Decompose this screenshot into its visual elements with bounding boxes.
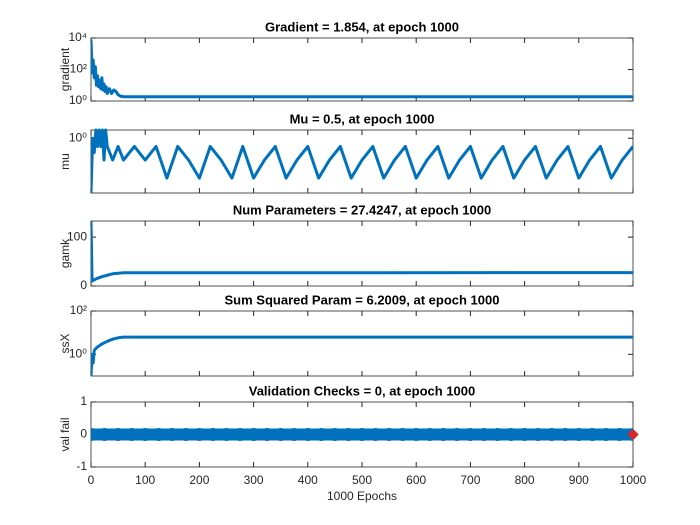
marker [423,428,437,441]
marker [504,428,518,441]
y-axis-label: gamk [58,238,72,268]
marker [627,428,639,441]
plot-area [91,335,633,377]
marker [220,428,233,441]
marker [247,428,261,441]
marker [355,428,369,441]
marker [558,428,572,441]
axes-box [90,37,634,102]
marker [152,428,166,441]
marker [125,428,139,441]
marker [409,428,423,441]
plot-area [91,220,633,283]
marker [287,428,301,441]
y-tick-label: 100 [67,229,87,243]
marker [301,428,315,441]
marker [477,428,491,441]
chart-title: Sum Squared Param = 6.2009, at epoch 100… [225,292,500,307]
marker [585,428,599,441]
data-line [91,220,633,283]
axes-box [90,220,634,287]
y-tick-label: 1 [80,394,87,408]
marker [518,428,532,441]
marker [138,428,152,441]
y-tick-label: 10² [70,303,87,317]
y-tick-label: 10⁴ [68,30,87,44]
marker [341,428,355,441]
marker [165,428,179,441]
marker [531,428,545,441]
plot-area [91,128,633,194]
marker [545,428,559,441]
x-tick-label: 900 [569,473,589,487]
y-tick-label: 10² [70,62,87,76]
data-line [91,128,633,194]
axes-box [90,310,634,377]
x-tick-label: 1000 [620,473,647,487]
y-tick-label: 10⁰ [69,347,87,361]
y-tick-label: 10⁰ [69,130,87,144]
marker [599,428,613,441]
marker [260,428,274,441]
y-axis-label: gradient [58,47,72,91]
plot-area [91,39,633,99]
marker [491,428,504,441]
marker [436,428,450,441]
marker [206,428,220,441]
chart-title: Num Parameters = 27.4247, at epoch 1000 [233,202,491,217]
data-line [91,39,633,99]
chart-title: Gradient = 1.854, at epoch 1000 [265,19,459,34]
y-tick-label: 0 [80,427,87,441]
x-tick-label: 100 [135,473,155,487]
marker [450,428,464,441]
marker [111,428,125,441]
marker [179,428,193,441]
chart-title: Validation Checks = 0, at epoch 1000 [249,383,476,398]
y-tick-label: 0 [80,278,87,292]
x-tick-label: 500 [352,473,372,487]
y-axis-label: ssX [58,333,72,353]
marker [91,428,98,441]
x-tick-label: 300 [244,473,264,487]
marker [274,428,288,441]
x-tick-label: 700 [460,473,480,487]
marker [572,428,586,441]
marker [233,428,247,441]
marker [382,428,396,441]
marker [369,428,383,441]
x-tick-label: 200 [189,473,209,487]
marker [98,428,112,441]
x-axis-label: 1000 Epochs [327,489,397,503]
marker [328,428,342,441]
data-line [91,335,633,377]
marker [463,428,477,441]
x-tick-label: 600 [406,473,426,487]
marker [612,428,626,441]
y-tick-label: -1 [76,459,87,473]
x-tick-label: 400 [298,473,318,487]
y-axis-label: mu [58,153,72,170]
x-tick-label: 800 [515,473,535,487]
marker [314,428,328,441]
y-tick-label: 10⁰ [69,93,87,107]
plot-area [91,428,633,441]
marker [396,428,410,441]
y-axis-label: val fail [58,417,72,451]
chart-title: Mu = 0.5, at epoch 1000 [290,111,435,126]
marker [192,428,206,441]
x-tick-label: 0 [88,473,95,487]
